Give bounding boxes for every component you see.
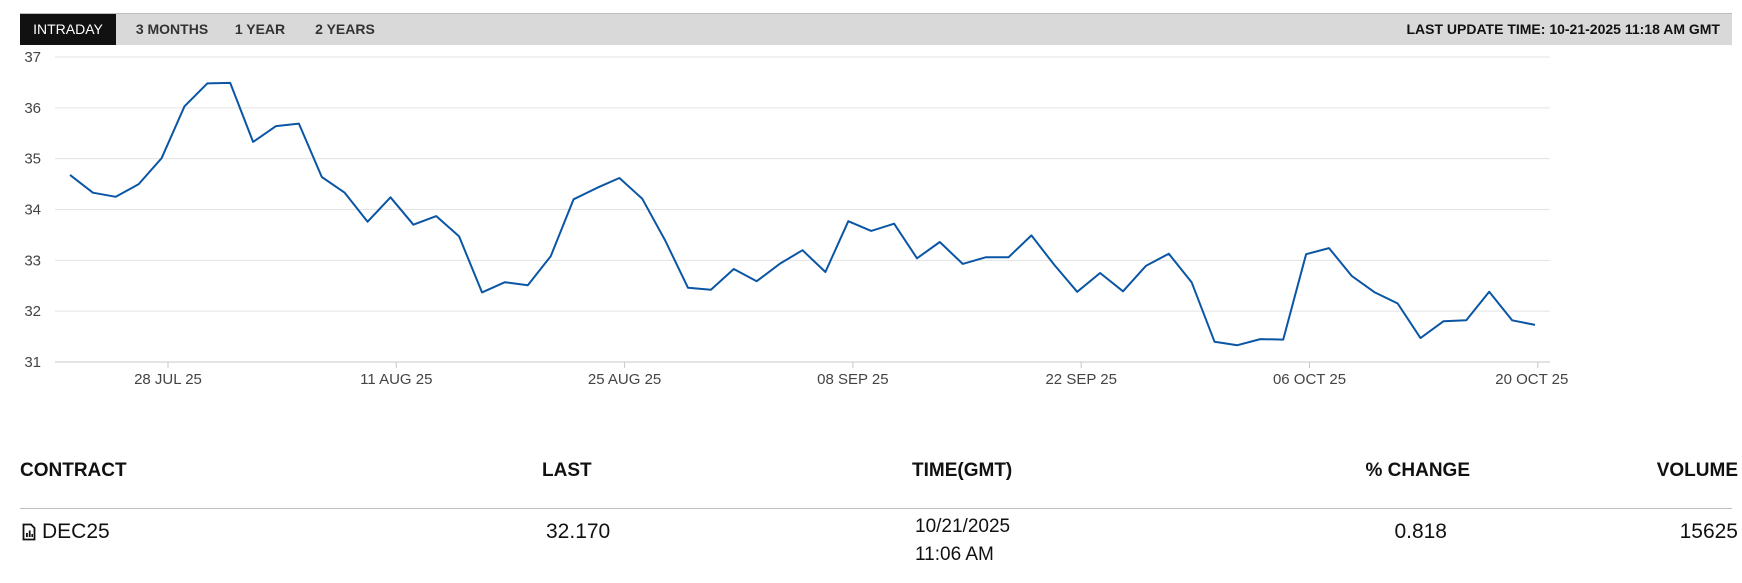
percent-change-value: 0.818	[1394, 520, 1447, 543]
y-tick-label: 37	[24, 49, 41, 66]
price-line-chart: 37 36 35 34 33 32 31 28 JUL 25 11 AUG 25 25 AUG …	[24, 49, 1568, 388]
trade-time: 11:06 AM	[915, 544, 994, 565]
y-tick-label: 32	[24, 303, 41, 320]
last-price: 32.170	[546, 520, 611, 543]
price-series-line	[69, 81, 1536, 347]
y-tick-label: 34	[24, 202, 41, 219]
tab-1-year[interactable]: 1 YEAR	[234, 21, 286, 37]
tab-2-years[interactable]: 2 YEARS	[315, 21, 375, 37]
last-update-time: LAST UPDATE TIME: 10-21-2025 11:18 AM GM…	[1406, 21, 1720, 37]
contract-cell[interactable]: DEC25	[22, 520, 110, 544]
header-contract: CONTRACT	[20, 460, 127, 481]
header-percent-change: % CHANGE	[1365, 460, 1470, 481]
document-chart-icon	[22, 524, 36, 541]
volume-value: 15625	[1679, 520, 1738, 543]
x-tick-label: 06 OCT 25	[1273, 371, 1346, 388]
x-tick-label: 20 OCT 25	[1495, 371, 1568, 388]
header-time: TIME(GMT)	[912, 460, 1013, 481]
y-tick-label: 35	[24, 151, 41, 168]
x-axis-labels: 28 JUL 25 11 AUG 25 25 AUG 25 08 SEP 25 22 S…	[134, 362, 1568, 388]
y-tick-label: 36	[24, 100, 41, 117]
x-tick-label: 28 JUL 25	[134, 371, 202, 388]
header-last: LAST	[542, 460, 592, 481]
chart-grid	[55, 56, 1550, 363]
y-axis-labels: 37 36 35 34 33 32 31	[24, 49, 41, 371]
tab-3-months[interactable]: 3 MONTHS	[135, 21, 209, 37]
contracts-table-header: CONTRACT LAST TIME(GMT) % CHANGE VOLUME	[20, 460, 1738, 509]
x-tick-label: 22 SEP 25	[1045, 371, 1116, 388]
x-tick-label: 08 SEP 25	[817, 371, 888, 388]
x-tick-label: 11 AUG 25	[360, 371, 432, 388]
table-row[interactable]: DEC25 32.170 10/21/2025 11:06 AM 0.818 1…	[20, 516, 1738, 580]
y-tick-label: 31	[24, 354, 41, 371]
header-volume: VOLUME	[1656, 460, 1738, 481]
period-tab-bar: INTRADAY 3 MONTHS 1 YEAR 2 YEARS LAST UP…	[20, 13, 1732, 45]
contract-name[interactable]: DEC25	[42, 520, 110, 543]
tab-intraday[interactable]: INTRADAY	[20, 14, 116, 45]
y-tick-label: 33	[24, 252, 41, 269]
x-tick-label: 25 AUG 25	[588, 371, 661, 388]
trade-date: 10/21/2025	[915, 516, 1011, 537]
